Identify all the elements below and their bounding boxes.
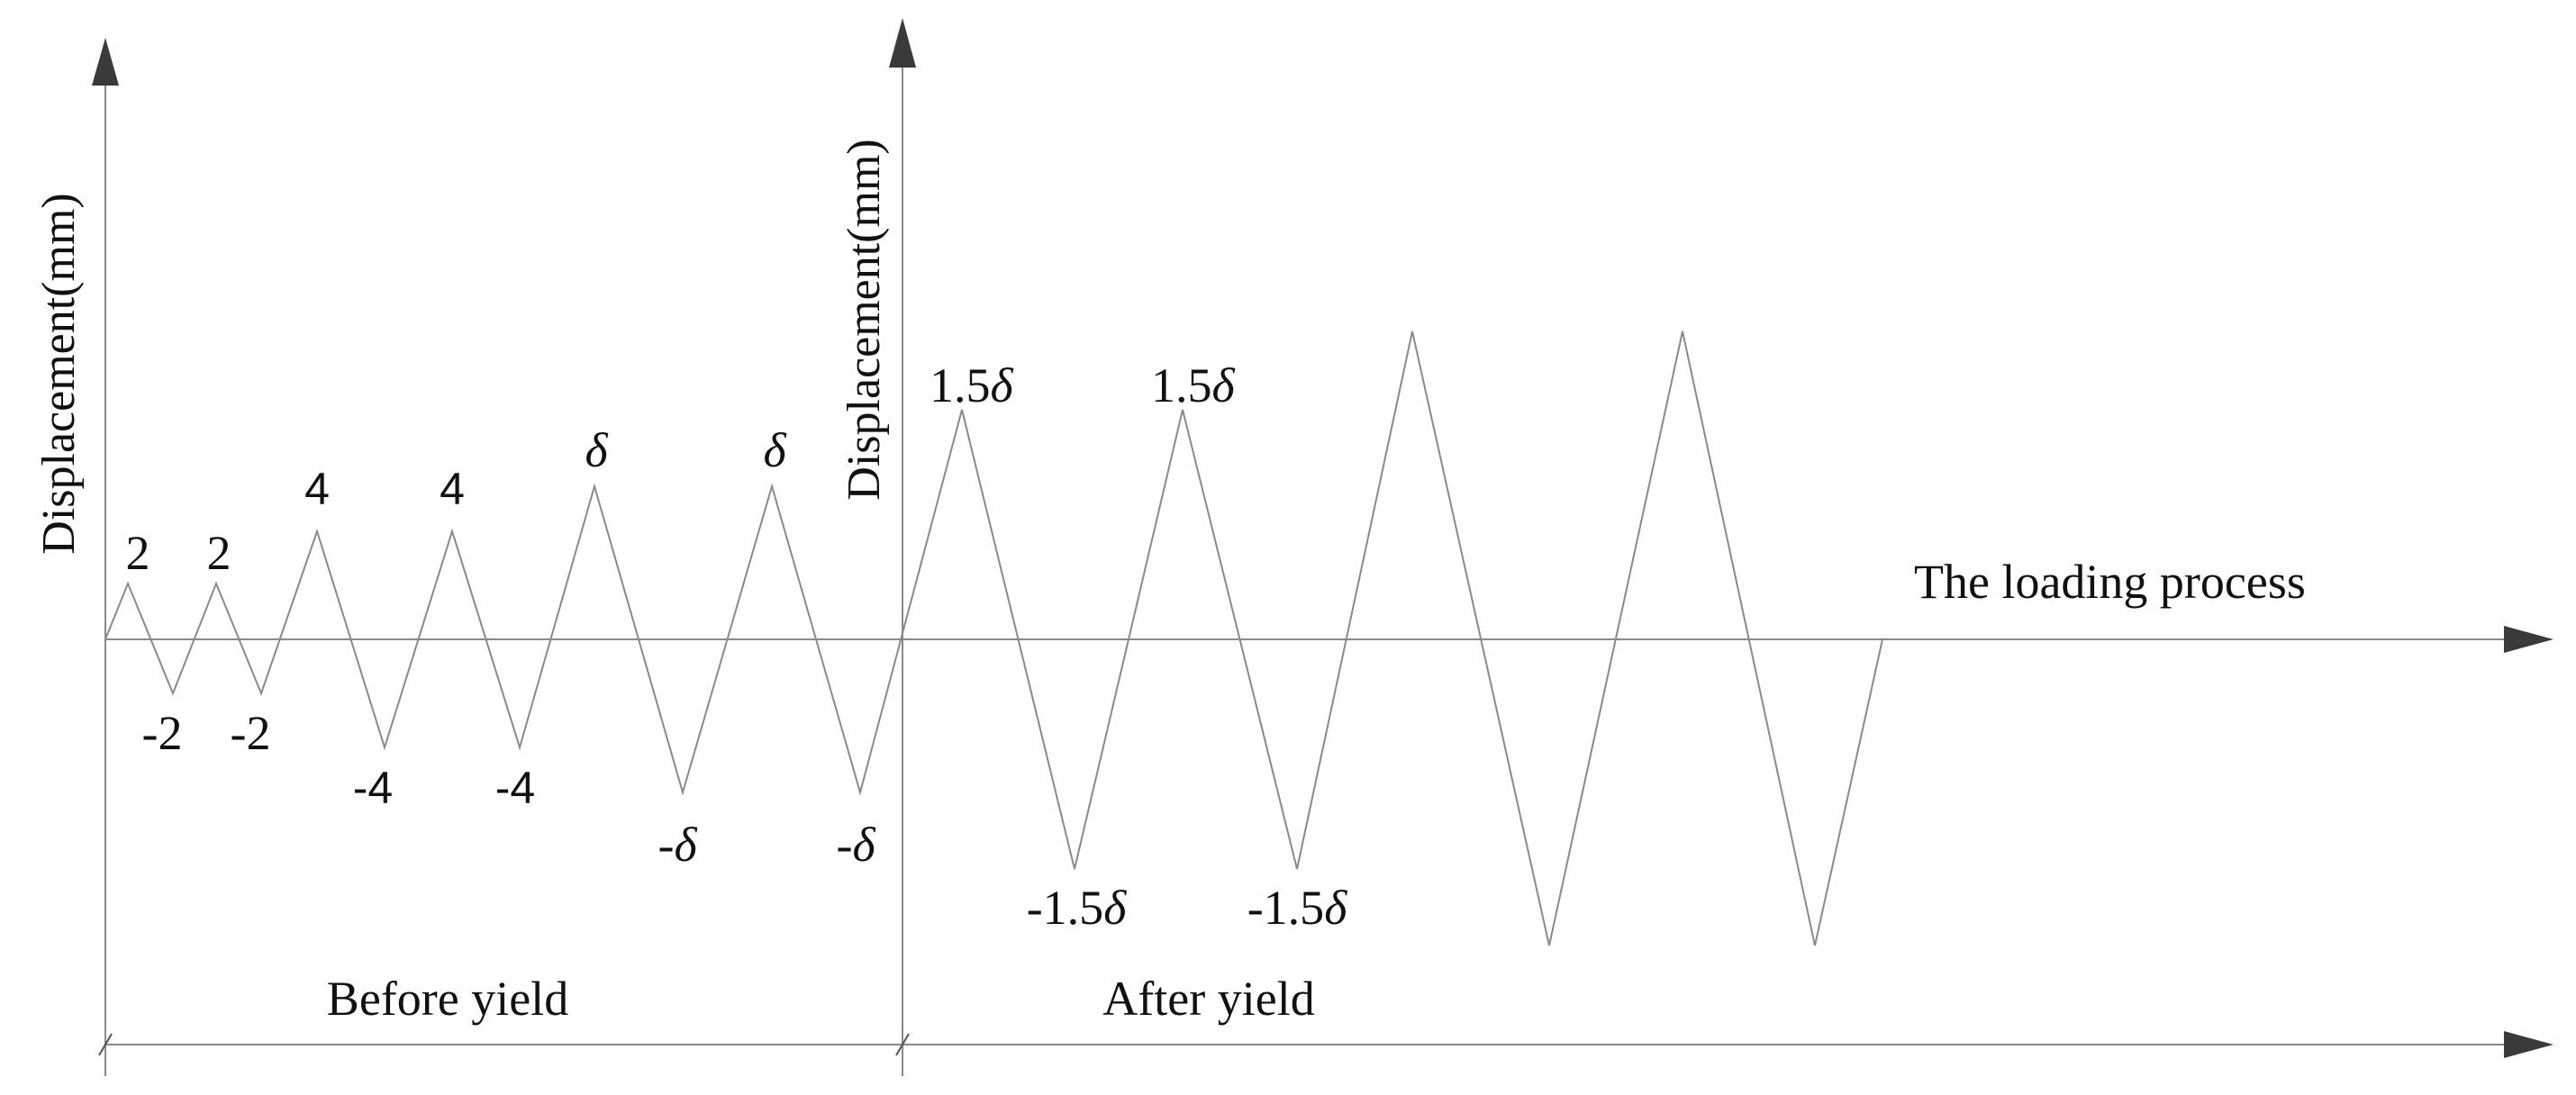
phase-label-after-yield: After yield [1102,972,1314,1026]
valley-label-5: -δ [658,818,697,872]
valley-label-8-symbol: δ [1324,881,1347,935]
valley-label-5-symbol: δ [674,818,697,872]
y-axis-before-arrow [92,38,119,86]
valley-label-3: -4 [353,763,393,813]
displacement-curve [104,330,1883,946]
peak-label-7: 1.5δ [930,358,1014,412]
phase-label-before-yield: Before yield [327,972,568,1026]
valley-label-4: -4 [495,763,535,813]
peak-label-4: 4 [440,464,465,514]
phase-tick-start [98,1033,113,1056]
peak-label-8-symbol: δ [1212,358,1236,412]
valley-label-8-number: -1.5 [1247,881,1324,935]
y-axis-label-before: Displacement(mm) [33,193,85,554]
valley-label-8: -1.5δ [1247,881,1347,935]
x-axis-label: The loading process [1914,555,2306,609]
peak-label-1: 2 [126,526,150,580]
peak-label-8: 1.5δ [1151,358,1236,412]
peak-label-3: 4 [304,464,330,514]
valley-label-7-number: -1.5 [1027,881,1103,935]
valley-label-6-symbol: δ [852,818,875,872]
peak-label-7-symbol: δ [991,358,1014,412]
phase-dimension-arrow [2504,1031,2553,1058]
phase-tick-yield [895,1033,910,1056]
valley-label-7-symbol: δ [1103,881,1127,935]
peak-label-6: δ [763,423,786,477]
peak-label-8-number: 1.5 [1151,358,1212,412]
valley-label-6: -δ [836,818,875,872]
peak-label-5: δ [585,423,608,477]
peak-label-2: 2 [207,526,231,580]
y-axis-after-arrow [889,18,916,68]
valley-label-2: -2 [231,706,271,760]
valley-label-5-number: - [658,818,674,872]
valley-label-1: -2 [142,706,183,760]
valley-label-7: -1.5δ [1027,881,1127,935]
valley-label-6-number: - [836,818,852,872]
y-axis-label-after: Displacement(mm) [839,139,890,500]
x-axis-arrow [2504,626,2553,653]
peak-label-7-number: 1.5 [930,358,991,412]
